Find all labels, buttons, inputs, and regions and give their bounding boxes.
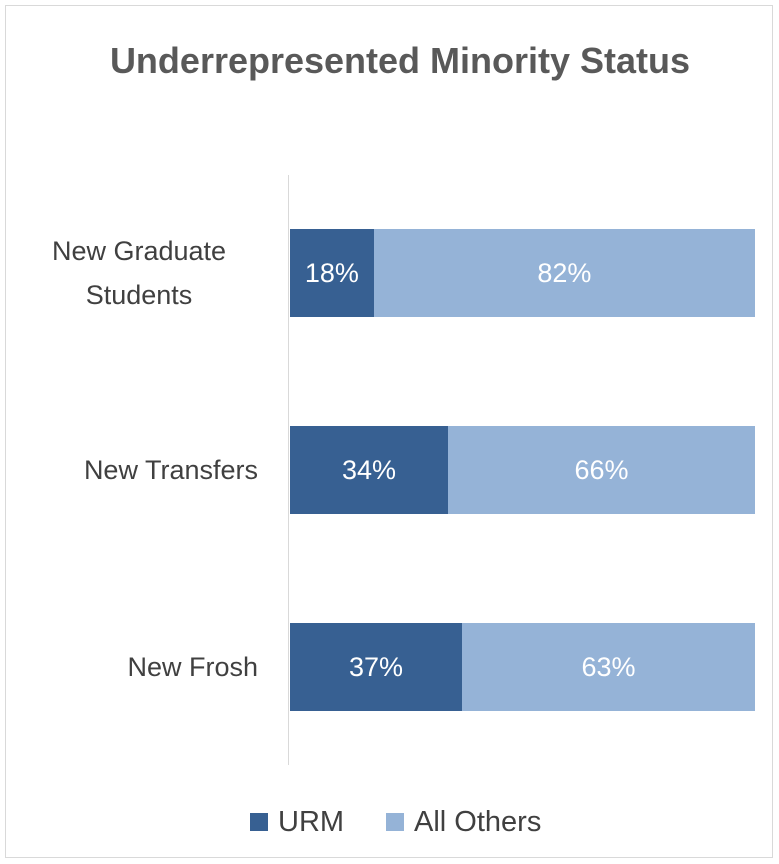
bar [448, 426, 755, 514]
y-tick-label: New Transfers [20, 410, 258, 530]
y-tick-label: New Graduate Students [20, 213, 258, 333]
y-tick-label: New Frosh [20, 607, 258, 727]
chart-title: Underrepresented Minority Status [109, 40, 691, 81]
bar [373, 229, 755, 318]
data-label: 18% [304, 258, 359, 289]
data-label: 63% [581, 651, 636, 682]
bar [290, 622, 463, 711]
legend-swatch [386, 813, 404, 831]
data-label: 82% [537, 258, 592, 289]
y-tick-label-text: New Transfers [83, 455, 258, 485]
legend-swatch [250, 813, 268, 831]
chart-frame [5, 5, 773, 858]
category-axis-line [288, 175, 289, 765]
y-tick-label-text: New Graduate Students [51, 236, 227, 311]
bar [290, 426, 449, 514]
data-label: 66% [574, 455, 629, 485]
data-label: 37% [349, 651, 404, 682]
bar [462, 622, 755, 711]
data-label: 34% [342, 455, 397, 485]
bar [290, 229, 374, 318]
legend-label: URM [278, 806, 345, 838]
y-tick-label-text: New Frosh [127, 651, 258, 682]
legend-label: All Others [414, 806, 542, 838]
